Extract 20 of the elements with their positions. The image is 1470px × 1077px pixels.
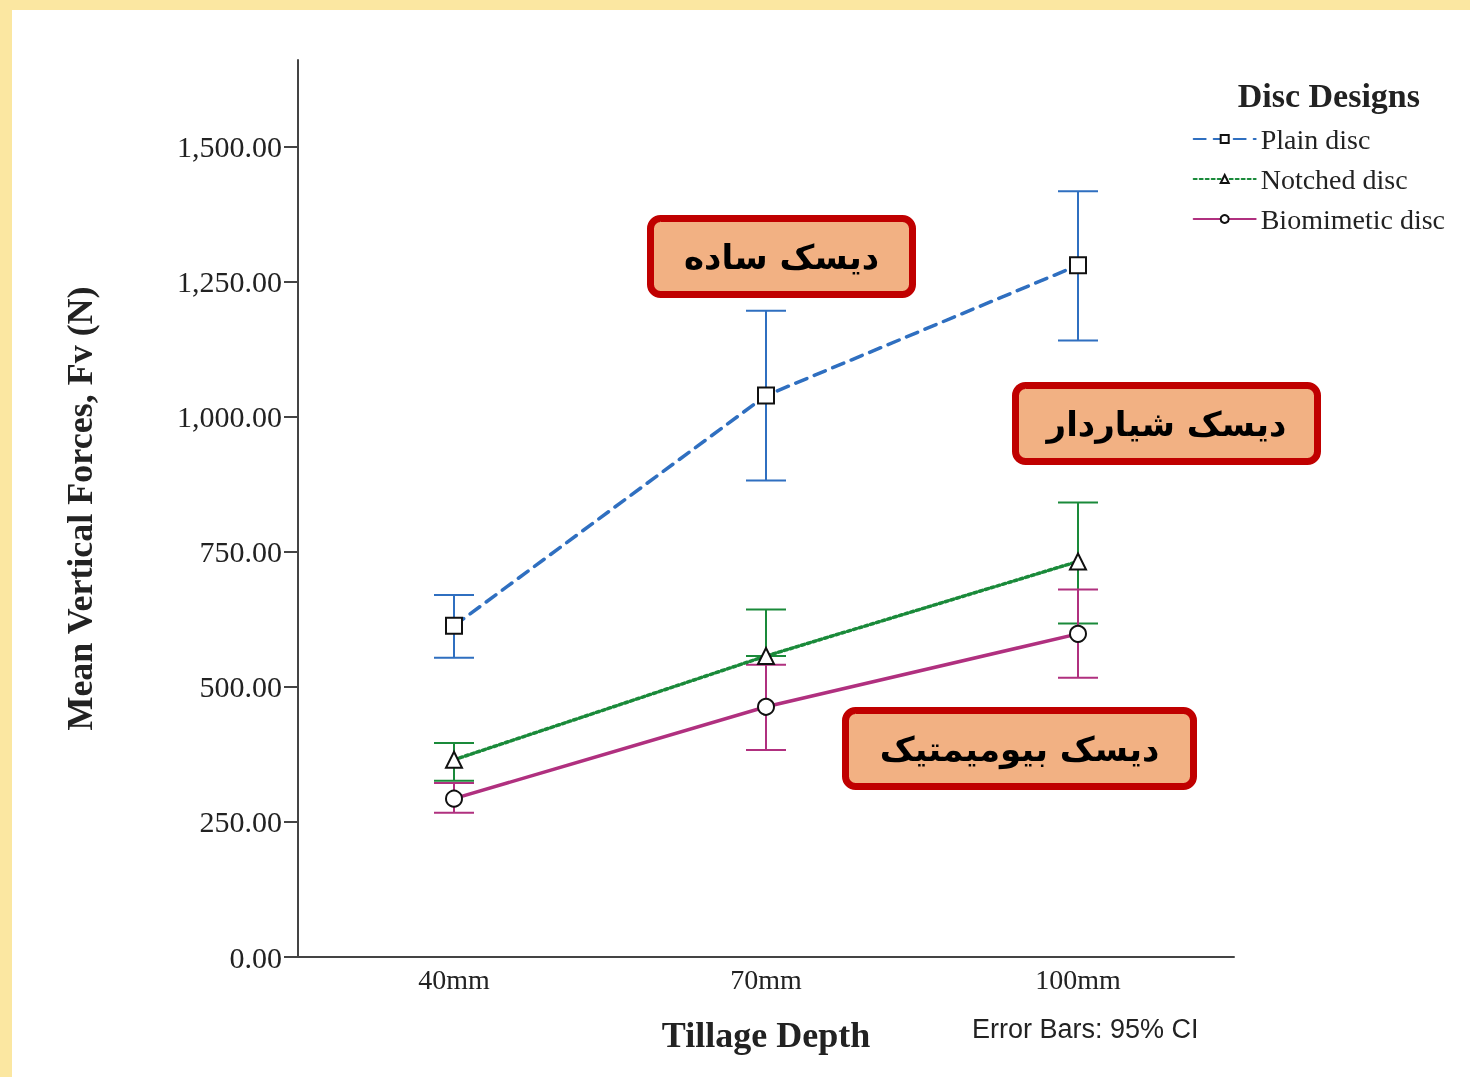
y-tick-label: 250.00: [199, 805, 282, 839]
x-tick-label: 70mm: [730, 963, 802, 995]
annotation: دیسک ساده: [683, 236, 880, 277]
y-tick-label: 1,250.00: [177, 265, 282, 299]
legend-label: Notched disc: [1260, 163, 1408, 195]
text: Error Bars: 95% CI: [972, 1013, 1199, 1044]
x-axis-title: Tillage Depth: [661, 1015, 871, 1055]
y-tick-label: 1,500.00: [177, 129, 282, 163]
y-tick-label: 750.00: [199, 535, 282, 569]
legend-title: Disc Designs: [1237, 76, 1421, 114]
y-axis-title: Mean Vertical Forces, Fv (N): [60, 286, 100, 731]
annotation: دیسک بیومیمتیک: [879, 728, 1160, 770]
x-tick-label: 40mm: [418, 963, 490, 995]
y-tick-label: 0.00: [229, 940, 282, 974]
legend-label: Biomimetic disc: [1260, 203, 1445, 235]
y-tick-label: 500.00: [199, 670, 282, 704]
y-tick-label: 1,000.00: [177, 400, 282, 434]
x-tick-label: 100mm: [1035, 963, 1121, 995]
annotation: دیسک شیاردار: [1044, 403, 1287, 444]
legend-label: Plain disc: [1260, 123, 1371, 155]
